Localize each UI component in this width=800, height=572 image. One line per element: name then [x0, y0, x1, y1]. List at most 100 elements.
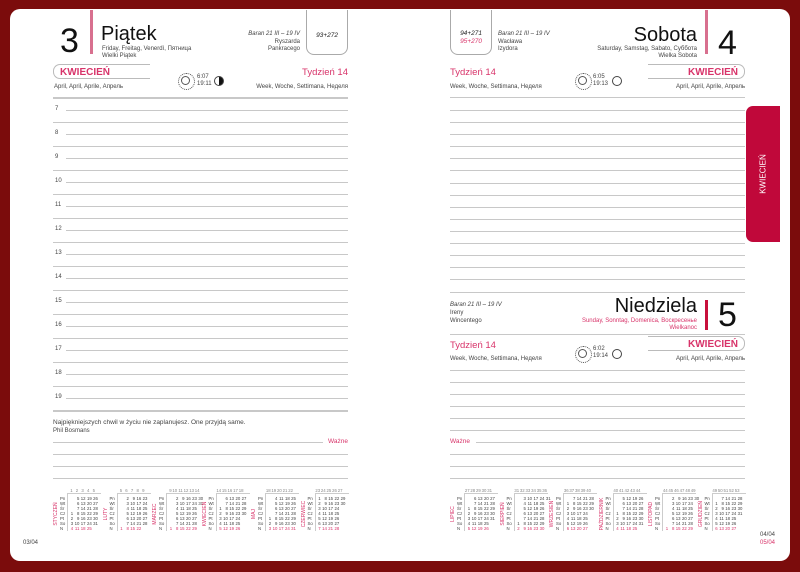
day-number: 3	[60, 22, 79, 60]
calendar-day: 11	[570, 516, 576, 521]
calendar-day: 8	[572, 501, 576, 506]
calendar-day: 10	[527, 496, 533, 501]
week-number: 51	[723, 488, 729, 493]
weekday-label: Wt	[605, 501, 611, 506]
calendar-day: 23	[334, 501, 340, 506]
calendar-day: 3	[70, 521, 74, 526]
hour-label: 7	[55, 106, 59, 112]
page-number-next: 05/04	[760, 540, 776, 546]
calendar-day: 25	[192, 506, 197, 511]
calendar-day: 10	[179, 501, 185, 506]
month-name: MARZEC	[152, 503, 158, 525]
note-line	[450, 255, 745, 256]
week-number: 40	[586, 488, 591, 493]
calendar-day: 12	[719, 521, 724, 526]
weekday-label: Wt	[704, 501, 710, 506]
calendar-day: 1	[616, 511, 619, 516]
calendar-day: 13	[527, 511, 533, 516]
calendar-day: 26	[192, 511, 197, 516]
calendar-day: 24	[192, 501, 197, 506]
weekday-label: Cz	[457, 511, 463, 516]
divider	[513, 494, 515, 531]
month-tab-kwiecien[interactable]: KWIECIEŃ	[746, 106, 780, 242]
calendar-day: 17	[185, 501, 191, 506]
calendar-day: 4	[467, 521, 471, 526]
week-number: 45	[668, 488, 674, 493]
calendar-day: 4	[70, 526, 74, 531]
calendar-day: 27	[93, 501, 98, 506]
divider	[67, 494, 68, 531]
calendar-row: Pn 2 9 16 23 30	[159, 496, 203, 501]
calendar-day: 13	[322, 521, 327, 526]
divider	[662, 494, 663, 531]
month-translations: April, April, Aprile, Апрель	[675, 356, 745, 362]
calendar-day: 12	[626, 496, 632, 501]
calendar-row: Pn 7 14 21 28	[556, 496, 594, 501]
calendar-day: 23	[688, 496, 693, 501]
calendar-day: 17	[136, 501, 142, 506]
month-name: LUTY	[102, 507, 109, 521]
calendar-day: 18	[533, 501, 539, 506]
half-hour-line	[53, 266, 348, 267]
calendar-day: 5	[523, 506, 526, 511]
calendar-day: 22	[582, 501, 588, 506]
calendar-day: 7	[721, 496, 724, 501]
weekday-label: Cz	[208, 511, 214, 516]
calendar-day: 7	[572, 496, 576, 501]
calendar-row: Pn 2 9 16 23	[110, 496, 148, 501]
week-numbers: 44 45 46 47 48 49	[662, 488, 696, 494]
calendar-day: 27	[334, 521, 340, 526]
calendar-day: 29	[192, 526, 197, 531]
day-name: Niedziela	[614, 295, 697, 317]
calendar-day: 20	[632, 501, 638, 506]
mini-calendar: MARZEC 9 10 11 12 13 14 Pn 2 9 16 23 30 Wt 3 10 17 24 31 Śr…	[152, 488, 203, 532]
calendar-day: 11	[676, 506, 681, 511]
calendar-day: 15	[278, 516, 284, 521]
calendar-day: 14	[179, 521, 185, 526]
calendar-day: 11	[719, 516, 724, 521]
name-day: Pankracego	[267, 46, 300, 52]
weekday-label: Pn	[60, 496, 66, 501]
page-number: 03/04	[23, 540, 39, 546]
calendar-day: 9	[182, 496, 185, 501]
calendar-day: 18	[328, 511, 334, 516]
calendar-row: Wt 3 10 17 24 31	[159, 501, 203, 506]
calendar-row: Śr 2 9 16 23 30	[556, 506, 594, 511]
weekday-label: So	[60, 521, 66, 526]
calendar-day: 15	[328, 496, 334, 501]
week-number: 18	[265, 488, 271, 493]
calendar-day: 14	[322, 526, 327, 531]
calendar-day: 28	[291, 511, 296, 516]
weekday-label: Pn	[109, 496, 115, 501]
calendar-day: 21	[235, 501, 241, 506]
calendar-row: Cz 3 10 17 24	[556, 511, 588, 516]
half-hour-line	[53, 314, 348, 315]
calendar-day: 1	[665, 526, 669, 531]
week-number: 34	[531, 488, 536, 493]
week-number: 49	[690, 488, 696, 493]
calendar-day: 13	[719, 526, 724, 531]
calendar-row: Śr 6 13 20 27	[258, 506, 296, 511]
calendar-day: 18	[681, 506, 687, 511]
day-number: 5	[718, 296, 737, 334]
calendar-day: 13	[278, 506, 284, 511]
calendar-day: 2	[715, 506, 718, 511]
calendar-day: 22	[533, 521, 539, 526]
calendar-day: 24	[582, 511, 588, 516]
week-number: 28	[470, 488, 476, 493]
calendar-day: 1	[70, 511, 74, 516]
calendar-day: 20	[533, 511, 539, 516]
calendar-row: So 2 9 16 23 30	[258, 521, 296, 526]
week-numbers: 36 37 38 39 40	[563, 488, 597, 494]
calendar-day: 20	[328, 521, 334, 526]
weekday-label: So	[208, 521, 214, 526]
week-number: 14	[216, 488, 222, 493]
calendar-day: 23	[284, 521, 290, 526]
calendar-row: So 5 12 19 26	[556, 521, 588, 526]
calendar-day: 9	[132, 496, 136, 501]
calendar-day: 15	[130, 526, 136, 531]
calendar-day: 6	[566, 526, 570, 531]
calendar-row: Cz 1 8 15 22 29	[60, 511, 98, 516]
calendar-row: Pn 7 14 21 28	[705, 496, 743, 501]
calendar-day: 1	[566, 501, 570, 506]
